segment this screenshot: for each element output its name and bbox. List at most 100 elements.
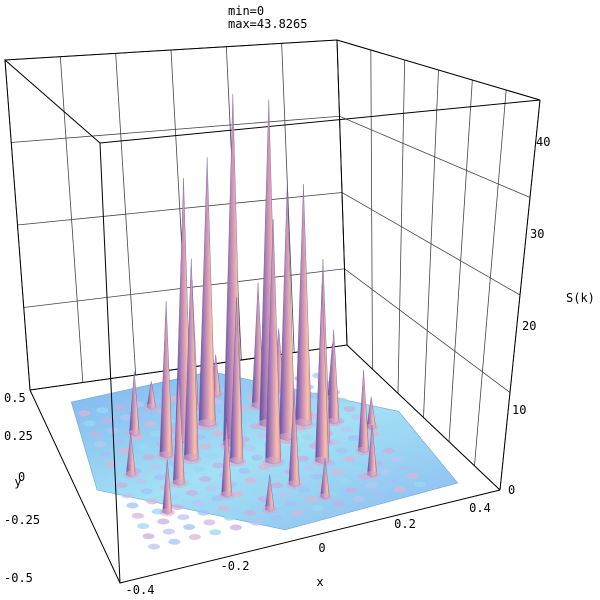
surface-peak [198, 157, 216, 428]
surface-ripple [378, 469, 391, 476]
z-tick-label: 20 [522, 319, 536, 333]
box-edge-right [499, 99, 541, 491]
surface-ripple [112, 437, 125, 444]
surface-ripple [188, 534, 201, 541]
max-label: max=43.8265 [228, 17, 307, 31]
surface-ripple [343, 406, 356, 413]
surface-peaks [123, 94, 380, 517]
surface-ripple [284, 500, 297, 507]
surface-ripple [223, 514, 236, 521]
surface-ripple [118, 447, 131, 454]
surface-ripple [121, 492, 134, 499]
z-tick-label: 30 [530, 227, 544, 241]
surface-ripple [238, 467, 251, 474]
y-tick-labels: 0.5 0.25 0 -0.25 -0.5 [4, 391, 40, 585]
surface-ripple [209, 529, 222, 536]
surface-ripple [171, 504, 184, 511]
surface-ripple [303, 464, 316, 471]
x-tick-label: -0.4 [126, 583, 155, 597]
surface-ripple [414, 481, 427, 488]
surface-ripple [78, 410, 91, 417]
y-tick-label: 0.5 [4, 391, 26, 405]
surface-peak-base [325, 417, 343, 427]
surface-ripple [154, 474, 167, 481]
surface-ripple [256, 432, 269, 439]
surface-peak-base [143, 403, 159, 412]
surface-peak-base [317, 493, 333, 501]
surface-ripple [243, 510, 256, 517]
y-tick-label: 0.25 [4, 429, 33, 443]
box-floor-front-edges [29, 389, 501, 584]
surface-peak-base [123, 471, 139, 479]
surface-ripple [393, 486, 406, 493]
surface-ripple [177, 514, 190, 521]
surface-ripple [206, 452, 219, 459]
z-tick-label: 10 [512, 403, 526, 417]
surface-ripple [185, 489, 198, 496]
surface-ripple [115, 482, 128, 489]
surface-ripple [270, 514, 283, 521]
z-tick-labels: 0 10 20 30 40 [508, 135, 550, 497]
surface-ripple [104, 461, 117, 468]
surface-peak-base [292, 418, 315, 430]
surface-ripple [101, 417, 114, 424]
plot-bounding-box [3, 39, 541, 491]
z-tick-label: 0 [508, 483, 515, 497]
surface-ripple [240, 384, 253, 391]
surface-peak-base [159, 508, 176, 517]
surface-peak-base [156, 451, 176, 461]
surface-ripple [131, 512, 144, 519]
surface-ripple [374, 439, 387, 446]
surface-peak-base [195, 419, 219, 431]
front-box-edges [29, 142, 501, 584]
surface-peak-base [364, 471, 380, 479]
surface-ripple [296, 455, 309, 462]
box-top-face [3, 39, 541, 144]
surface-ripple [330, 469, 343, 476]
surface-ripple [311, 473, 324, 480]
x-axis-title: x [316, 575, 323, 589]
surface-ripple [242, 414, 255, 421]
surface-ripple [250, 519, 263, 526]
surface-ripple [157, 518, 170, 525]
surface-ripple [183, 524, 196, 531]
z-axis-title: S(k) [566, 291, 595, 305]
surface-ripple [332, 500, 345, 507]
surface-ripple [88, 430, 101, 437]
surface-ripple [199, 476, 212, 483]
box-floor-back-edges [29, 344, 501, 491]
surface-ripple [135, 478, 148, 485]
box-edge-back [336, 39, 348, 346]
surface-ripple [140, 488, 153, 495]
box-edge-left [4, 59, 31, 391]
surface-ripple [251, 486, 264, 493]
surface-ripple [191, 499, 204, 506]
surface-ripple [137, 523, 150, 530]
surface-ripple [110, 471, 123, 478]
surface-ripple [146, 498, 159, 505]
surface-peak [159, 301, 173, 459]
surface-ripple [373, 490, 386, 497]
surface-peak-base [262, 456, 284, 468]
surface-ripple [335, 447, 348, 454]
surface-ripple [205, 485, 218, 492]
surface-ripple [83, 420, 96, 427]
surface-ripple [144, 421, 157, 428]
surface-ripple [251, 454, 264, 461]
surface-ripple [137, 444, 150, 451]
surface-ripple [244, 477, 257, 484]
surface-peak-base [218, 491, 235, 500]
surface-peak-base [312, 456, 332, 467]
x-tick-label: 0 [318, 541, 325, 555]
surface-ripple [350, 464, 363, 471]
surface-ripple [168, 538, 181, 545]
surface-ripple [347, 435, 360, 442]
surface-ripple [304, 496, 317, 503]
surface-ripple [99, 451, 112, 458]
surface-ripple [119, 414, 132, 421]
surface-ripple [162, 528, 175, 535]
surface-ripple [390, 456, 403, 463]
surface-ripple [114, 404, 127, 411]
surface-ripple [297, 487, 310, 494]
surface-ripple [147, 543, 160, 550]
